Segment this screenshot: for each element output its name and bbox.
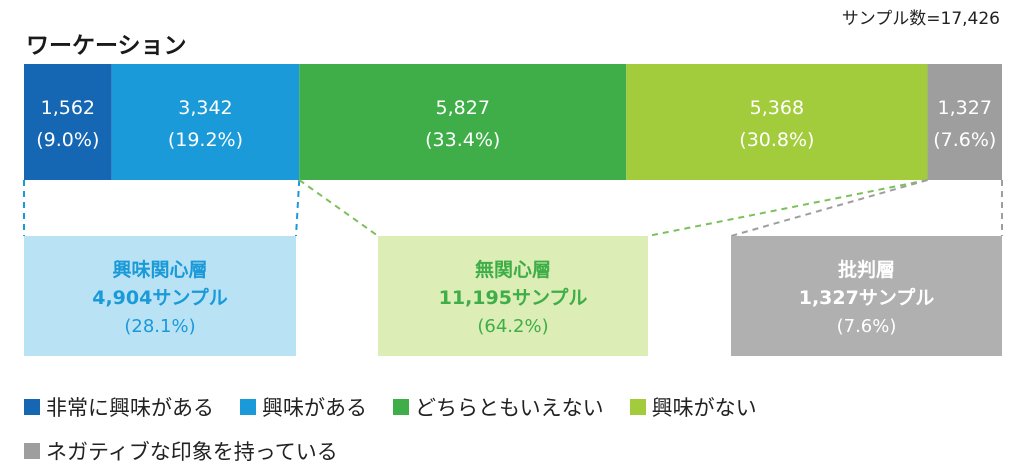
group-connector-line: [298, 179, 379, 237]
bar-value-label: 3,342: [178, 97, 232, 119]
legend-item: 興味がない: [629, 392, 757, 422]
group-count: 4,904サンプル: [92, 286, 228, 309]
group-box: [378, 236, 648, 356]
bar-segment: [24, 64, 112, 180]
legend-swatch: [24, 399, 40, 415]
group-connector-line: [647, 179, 928, 237]
bar-segment: [299, 64, 627, 180]
legend-label: どちらともいえない: [415, 396, 604, 420]
group-name: 無関心層: [475, 258, 551, 281]
group-count: 1,327サンプル: [799, 286, 935, 309]
legend-swatch: [393, 399, 409, 415]
group-connector-line: [295, 179, 301, 237]
legend-label: 興味がない: [651, 396, 757, 420]
group-percent: (64.2%): [477, 316, 548, 337]
chart-legend: 非常に興味がある 興味がある どちらともいえない 興味がないネガティブな印象を持ってい…: [24, 392, 984, 466]
bar-percent-label: (7.6%): [933, 129, 996, 151]
group-connector-line: [730, 179, 928, 237]
group-percent: (28.1%): [124, 316, 195, 337]
bar-value-label: 5,368: [750, 97, 804, 119]
legend-item: 非常に興味がある: [24, 392, 214, 422]
legend-swatch: [629, 399, 646, 415]
group-count: 11,195サンプル: [439, 286, 588, 309]
stacked-bar-chart: 1,562 (9.0%) 3,342 (19.2%) 5,827 (33.4%) 5,368…: [23, 64, 1003, 356]
group-name: 批判層: [838, 259, 895, 281]
bar-percent-label: (9.0%): [36, 129, 99, 151]
sample-size-label: サンプル数=17,426: [841, 9, 1000, 29]
group-box: [731, 236, 1002, 356]
legend-swatch: [24, 443, 40, 459]
bar-value-label: 5,827: [436, 97, 490, 119]
bar-value-label: 1,327: [938, 97, 992, 119]
legend-label: 興味がある: [262, 396, 367, 420]
legend-swatch: [240, 399, 256, 415]
bar-percent-label: (19.2%): [168, 129, 243, 151]
legend-item: ネガティブな印象を持っている: [24, 436, 338, 466]
bar-percent-label: (30.8%): [739, 129, 814, 151]
group-box: [24, 236, 296, 356]
bar-segment: [111, 64, 300, 180]
legend-label: 非常に興味がある: [46, 396, 214, 420]
legend-label: ネガティブな印象を持っている: [46, 440, 338, 464]
group-name: 興味関心層: [112, 259, 207, 281]
legend-item: 興味がある: [240, 392, 367, 422]
bar-value-label: 1,562: [41, 97, 95, 119]
bar-segment: [927, 64, 1002, 180]
bar-segment: [626, 64, 928, 180]
group-percent: (7.6%): [837, 316, 897, 337]
bar-percent-label: (33.4%): [425, 129, 500, 151]
chart-title: ワーケーション: [26, 33, 187, 59]
legend-item: どちらともいえない: [393, 392, 604, 422]
